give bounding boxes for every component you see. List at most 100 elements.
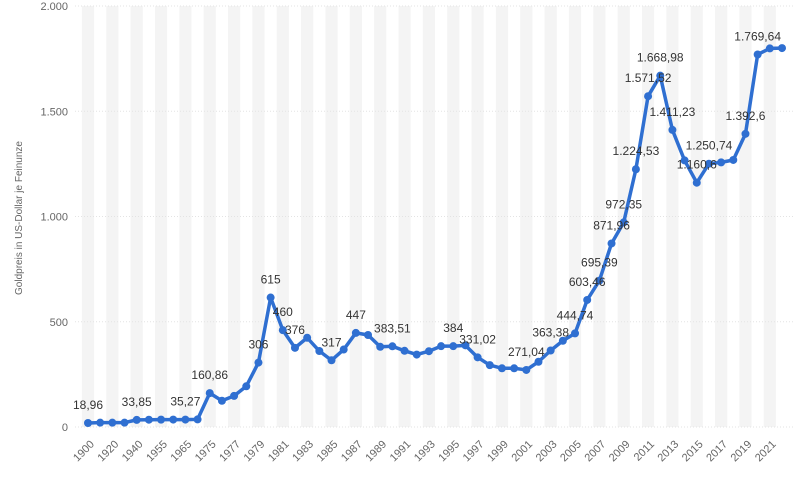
y-tick-label: 1.000 — [40, 212, 68, 224]
plot-band — [715, 6, 728, 427]
x-tick-label: 1997 — [461, 438, 487, 464]
data-point — [741, 129, 750, 138]
y-axis-title: Goldpreis in US-Dollar je Feinunze — [14, 141, 25, 295]
data-point — [558, 336, 567, 345]
data-label: 871,96 — [593, 218, 630, 232]
data-point — [242, 382, 251, 391]
data-label: 33,85 — [122, 395, 152, 409]
data-point — [473, 353, 482, 362]
data-label: 271,04 — [508, 345, 545, 359]
x-tick-label: 1985 — [315, 438, 341, 464]
x-tick-label: 1955 — [144, 438, 170, 464]
data-label: 972,35 — [605, 197, 642, 211]
data-label: 1.668,98 — [637, 51, 684, 65]
data-point — [631, 165, 640, 174]
data-point — [656, 71, 665, 80]
data-point — [497, 364, 506, 373]
data-label: 460 — [273, 305, 293, 319]
x-tick-label: 1999 — [485, 438, 511, 464]
data-point — [668, 125, 677, 134]
data-label: 160,86 — [191, 368, 228, 382]
plot-band — [544, 6, 557, 427]
x-tick-label: 2005 — [558, 438, 584, 464]
data-point — [132, 415, 141, 424]
data-point — [461, 341, 470, 350]
data-point — [424, 347, 433, 356]
data-point — [571, 329, 580, 338]
plot-band — [106, 6, 119, 427]
y-tick-label: 0 — [62, 422, 68, 434]
data-point — [254, 358, 263, 367]
data-point — [607, 239, 616, 248]
data-label: 1.250,74 — [686, 139, 733, 153]
x-tick-label: 1979 — [242, 438, 268, 464]
y-tick-label: 500 — [50, 317, 68, 329]
data-label: 306 — [248, 338, 268, 352]
plot-band — [179, 6, 192, 427]
data-point — [157, 415, 166, 424]
data-point — [692, 178, 701, 187]
data-point — [217, 396, 226, 405]
data-label: 1.160,6 — [677, 158, 717, 172]
data-point — [144, 415, 153, 424]
data-point — [339, 345, 348, 354]
data-point — [181, 415, 190, 424]
x-tick-label: 1977 — [217, 438, 243, 464]
plot-band — [422, 6, 435, 427]
x-tick-label: 1965 — [169, 438, 195, 464]
x-tick-label: 1975 — [193, 438, 219, 464]
x-tick-label: 1987 — [339, 438, 365, 464]
data-point — [534, 357, 543, 366]
x-tick-label: 2013 — [656, 438, 682, 464]
x-tick-label: 2009 — [607, 438, 633, 464]
data-point — [364, 331, 373, 340]
data-point — [449, 342, 458, 351]
data-point — [485, 361, 494, 370]
data-point — [108, 418, 117, 427]
data-point — [437, 342, 446, 351]
data-point — [778, 44, 786, 53]
plot-band — [593, 6, 606, 427]
data-point — [278, 326, 287, 335]
data-point — [717, 158, 726, 167]
x-tick-label: 1920 — [96, 438, 122, 464]
data-point — [388, 342, 397, 351]
data-label: 695,39 — [581, 256, 618, 270]
x-tick-label: 1983 — [290, 438, 316, 464]
data-point — [169, 415, 178, 424]
data-point — [680, 156, 689, 165]
x-tick-label: 1991 — [388, 438, 414, 464]
data-label: 363,38 — [532, 326, 569, 340]
plot-band — [374, 6, 387, 427]
data-label: 18,96 — [73, 398, 103, 412]
x-tick-label: 2017 — [704, 438, 730, 464]
x-tick-label: 2003 — [534, 438, 560, 464]
plot-band — [520, 6, 533, 427]
plot-band — [398, 6, 411, 427]
data-point — [327, 356, 336, 365]
data-label: 444,74 — [557, 308, 594, 322]
x-tick-label: 1981 — [266, 438, 292, 464]
x-tick-label: 2019 — [729, 438, 755, 464]
y-tick-label: 1.500 — [40, 106, 68, 118]
data-label: 1.571,52 — [625, 71, 672, 85]
data-label: 1.392,6 — [725, 109, 765, 123]
plot-band — [130, 6, 143, 427]
data-point — [619, 218, 628, 227]
x-tick-label: 2011 — [632, 438, 657, 463]
data-point — [412, 350, 421, 359]
data-point — [400, 346, 409, 355]
data-point — [205, 389, 214, 398]
x-tick-label: 2001 — [509, 438, 535, 464]
data-point — [303, 333, 312, 342]
plot-band — [203, 6, 216, 427]
data-label: 1.224,53 — [613, 144, 660, 158]
data-point — [595, 276, 604, 285]
data-label: 1.769,64 — [734, 29, 781, 43]
data-label: 447 — [346, 308, 366, 322]
data-point — [644, 92, 653, 101]
data-point — [96, 418, 105, 427]
data-label: 615 — [261, 273, 281, 287]
data-point — [84, 419, 92, 428]
